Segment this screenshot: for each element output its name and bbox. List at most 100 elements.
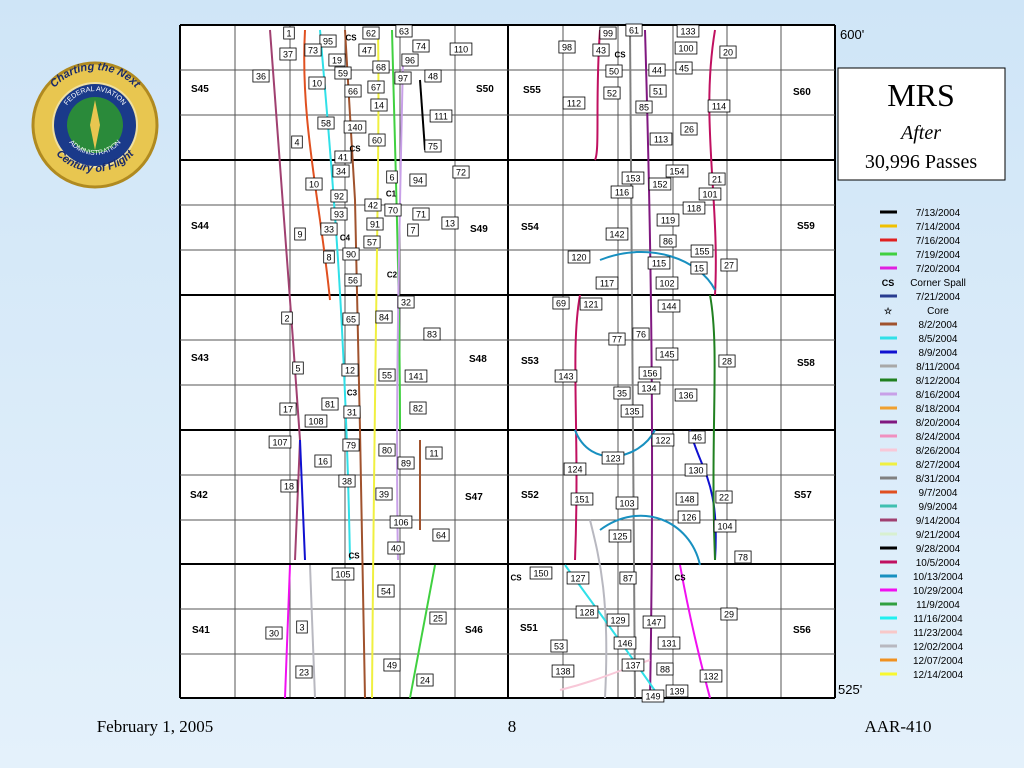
crack-label-box: [280, 479, 298, 493]
crack-label-box: [554, 369, 578, 383]
crack-label-box: [648, 177, 672, 191]
crack-label: 145: [659, 350, 674, 360]
slab-label-bg: [792, 488, 818, 501]
crack-label-box: [615, 496, 639, 510]
crack-label-box: [330, 189, 348, 203]
crack-label-box: [372, 60, 390, 74]
legend-label: 8/26/2004: [916, 446, 961, 457]
legend-label: 8/9/2004: [919, 348, 958, 359]
crack-label-box: [387, 541, 405, 555]
slab-label-bg: [189, 219, 215, 232]
crack-label-box: [649, 132, 673, 146]
crack-label-box: [655, 347, 679, 361]
legend-label: 8/5/2004: [919, 334, 958, 345]
legend-label: 11/23/2004: [913, 628, 963, 639]
crack-label-box: [699, 669, 723, 683]
crack-label-box: [409, 401, 427, 415]
crack-label-box: [304, 43, 322, 57]
crack-label-box: [592, 43, 610, 57]
crack-label-box: [713, 519, 737, 533]
crack-label: 41: [338, 153, 348, 163]
crack-label: 124: [567, 465, 582, 475]
legend-label: 8/16/2004: [916, 390, 961, 401]
crack-label: 92: [334, 192, 344, 202]
crack-label-box: [720, 607, 738, 621]
crack-label-box: [647, 256, 671, 270]
crack-label-box: [344, 273, 362, 287]
crack-label: 38: [342, 477, 352, 487]
crack-label: 44: [652, 66, 662, 76]
crack-label-box: [665, 684, 689, 698]
crack-label-box: [412, 39, 430, 53]
crack-label: 154: [669, 167, 684, 177]
crack-label: 37: [283, 50, 293, 60]
crack-label: 108: [308, 417, 323, 427]
legend-label: 12/14/2004: [913, 670, 963, 681]
crack-label: 7: [410, 226, 415, 236]
crack-label-box: [331, 567, 355, 581]
slab-label: S44: [191, 221, 209, 232]
crack-label: 115: [652, 259, 666, 269]
crack-label-box: [317, 116, 335, 130]
crack-label: 13: [445, 219, 455, 229]
crack-label-box: [363, 235, 381, 249]
legend: 7/13/2004 7/14/2004 7/16/2004 7/19/2004 7/20…: [880, 208, 966, 681]
crack-label-box: [648, 63, 666, 77]
crack-label-box: [358, 43, 376, 57]
crack-label: 57: [367, 238, 377, 248]
crack-label: 28: [722, 357, 732, 367]
crack-label: 103: [619, 499, 634, 509]
slab-label: S46: [465, 625, 483, 636]
crack-label: CS: [510, 574, 522, 583]
crack-label: 40: [391, 544, 401, 554]
slab-label: S53: [521, 356, 539, 367]
crack-label-box: [370, 98, 388, 112]
crack-label: 39: [379, 490, 389, 500]
slab-label-bg: [468, 222, 494, 235]
crack-label: 128: [579, 608, 594, 618]
crack-label-box: [334, 150, 352, 164]
crack-label-box: [384, 203, 402, 217]
slab-label: S47: [465, 492, 483, 503]
crack-label: 125: [612, 532, 627, 542]
crack-label-box: [637, 381, 661, 395]
crack-label: 10: [312, 79, 322, 89]
legend-symbol: ☆: [884, 306, 893, 316]
crack-label: CS: [349, 145, 361, 154]
crack-label: 36: [256, 72, 266, 82]
crack-label-box: [567, 250, 591, 264]
crack-label-box: [268, 435, 292, 449]
crack-label: 23: [299, 668, 309, 678]
slab-label: S54: [521, 222, 539, 233]
crack-label: 67: [371, 83, 381, 93]
crack-label-box: [675, 492, 699, 506]
crack-label: 89: [401, 459, 411, 469]
crack-label-box: [330, 207, 348, 221]
slab-label: S58: [797, 358, 815, 369]
crack-label: 114: [712, 102, 726, 112]
title: MRS: [887, 77, 955, 113]
legend-label: 8/11/2004: [916, 362, 960, 373]
crack-label: 47: [362, 46, 372, 56]
crack-label-box: [595, 276, 619, 290]
slab-label-bg: [189, 82, 215, 95]
crack-label-box: [562, 96, 586, 110]
crack-label: 97: [398, 74, 408, 84]
crack-label: 17: [283, 405, 293, 415]
crack-label: 123: [605, 454, 620, 464]
crack-label: 151: [574, 495, 589, 505]
legend-label: 7/16/2004: [916, 236, 961, 247]
crack-label: 83: [427, 330, 437, 340]
legend-label: 11/9/2004: [916, 600, 960, 611]
crack-label: 132: [703, 672, 718, 682]
crack-label-box: [452, 165, 470, 179]
slab-label-bg: [188, 488, 214, 501]
legend-label: 7/13/2004: [916, 208, 961, 219]
crack-label: 50: [609, 67, 619, 77]
crack-label: 2: [284, 314, 289, 324]
legend-label: 10/13/2004: [913, 572, 963, 583]
crack-label-box: [558, 40, 576, 54]
slab-label-bg: [189, 351, 215, 364]
crack-label: 30: [269, 629, 279, 639]
crack-label-box: [575, 605, 599, 619]
